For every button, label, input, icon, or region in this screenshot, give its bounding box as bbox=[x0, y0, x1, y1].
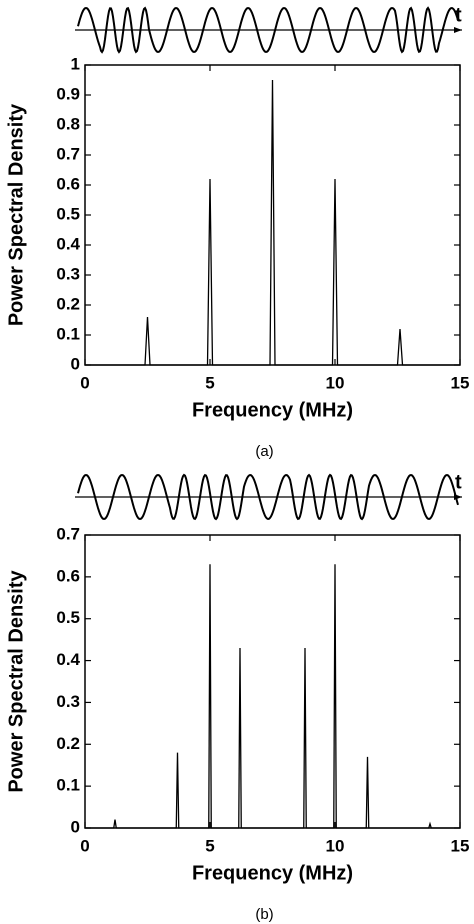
x-tick-label: 15 bbox=[451, 373, 470, 392]
caption: (b) bbox=[255, 906, 273, 923]
y-tick-label: 0.7 bbox=[56, 524, 80, 543]
y-tick-label: 0.1 bbox=[56, 776, 80, 795]
y-axis-label: Power Spectral Density bbox=[5, 103, 27, 326]
y-tick-label: 0.1 bbox=[56, 324, 80, 343]
y-tick-label: 0.4 bbox=[56, 234, 80, 253]
y-tick-label: 0.5 bbox=[56, 204, 80, 223]
signal-label: t bbox=[455, 4, 462, 26]
y-tick-label: 0.7 bbox=[56, 144, 80, 163]
y-tick-label: 0.9 bbox=[56, 84, 80, 103]
spectrum-line bbox=[85, 79, 460, 366]
y-axis-label: Power Spectral Density bbox=[5, 569, 27, 792]
signal-label: t bbox=[455, 471, 462, 493]
y-tick-label: 0.3 bbox=[56, 692, 80, 711]
y-tick-label: 0.2 bbox=[56, 734, 80, 753]
spectrum-line bbox=[85, 564, 460, 829]
y-tick-label: 0.5 bbox=[56, 608, 80, 627]
waveform bbox=[77, 473, 459, 521]
y-tick-label: 0.8 bbox=[56, 114, 80, 133]
time-arrow bbox=[454, 494, 462, 500]
x-tick-label: 15 bbox=[451, 836, 470, 855]
x-tick-label: 0 bbox=[80, 836, 89, 855]
y-tick-label: 0.6 bbox=[56, 566, 80, 585]
y-tick-label: 1 bbox=[71, 54, 80, 73]
y-tick-label: 0.3 bbox=[56, 264, 80, 283]
x-tick-label: 0 bbox=[80, 373, 89, 392]
waveform bbox=[77, 6, 459, 54]
x-axis-label: Frequency (MHz) bbox=[192, 862, 353, 884]
y-tick-label: 0.2 bbox=[56, 294, 80, 313]
y-tick-label: 0 bbox=[71, 354, 80, 373]
x-tick-label: 10 bbox=[326, 836, 345, 855]
y-tick-label: 0.6 bbox=[56, 174, 80, 193]
x-tick-label: 10 bbox=[326, 373, 345, 392]
x-tick-label: 5 bbox=[205, 373, 214, 392]
y-tick-label: 0 bbox=[71, 817, 80, 836]
x-tick-label: 5 bbox=[205, 836, 214, 855]
plot-frame bbox=[84, 534, 461, 829]
time-arrow bbox=[454, 27, 462, 33]
y-tick-label: 0.4 bbox=[56, 650, 80, 669]
caption: (a) bbox=[255, 443, 273, 460]
x-axis-label: Frequency (MHz) bbox=[192, 399, 353, 421]
